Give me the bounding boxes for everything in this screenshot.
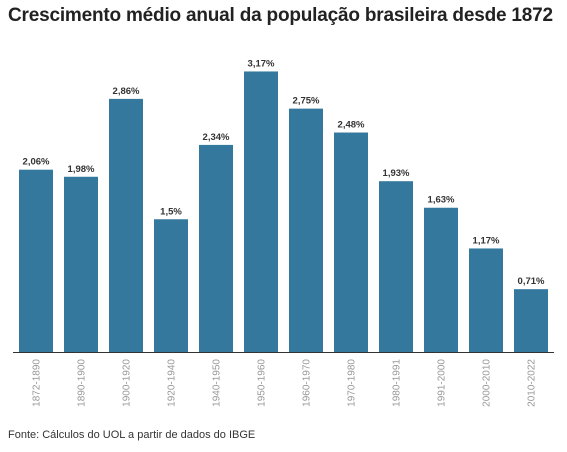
data-label: 1,93% xyxy=(383,168,410,179)
bar-1991-2000 xyxy=(424,207,458,352)
bar-1980-1991 xyxy=(379,181,413,352)
bar-1940-1950 xyxy=(199,144,233,352)
bar-2010-2022 xyxy=(514,289,548,352)
data-label: 1,98% xyxy=(68,164,95,175)
x-tick-label: 1970-1980 xyxy=(347,359,358,407)
data-label: 2,75% xyxy=(293,96,320,107)
bar-1970-1980 xyxy=(334,132,368,352)
bar-1950-1960 xyxy=(244,71,278,352)
bar-2000-2010 xyxy=(469,248,503,352)
x-tick-label: 1872-1890 xyxy=(32,359,43,407)
x-tick-label: 2010-2022 xyxy=(527,359,538,407)
data-label: 3,17% xyxy=(248,58,275,69)
bar-1900-1920 xyxy=(109,98,143,352)
data-label: 2,34% xyxy=(203,132,230,143)
bar-1872-1890 xyxy=(19,169,53,352)
data-label: 1,5% xyxy=(160,206,182,217)
x-tick-label: 1960-1970 xyxy=(302,359,313,407)
bar-1890-1900 xyxy=(64,176,98,352)
source-note: Fonte: Cálculos do UOL a partir de dados… xyxy=(8,429,256,441)
data-label: 2,06% xyxy=(23,157,50,168)
data-label: 1,17% xyxy=(473,235,500,246)
x-tick-label: 1950-1960 xyxy=(257,359,268,407)
x-tick-label: 1890-1900 xyxy=(77,359,88,407)
x-tick-label: 1980-1991 xyxy=(392,359,403,407)
bar-1960-1970 xyxy=(289,108,323,352)
x-tick-label: 1991-2000 xyxy=(437,359,448,407)
x-tick-label: 2000-2010 xyxy=(482,359,493,407)
x-tick-label: 1920-1940 xyxy=(167,359,178,407)
x-tick-label: 1900-1920 xyxy=(122,359,133,407)
bar-1920-1940 xyxy=(154,219,188,352)
x-tick-label: 1940-1950 xyxy=(212,359,223,407)
data-label: 2,86% xyxy=(113,86,140,97)
data-label: 2,48% xyxy=(338,120,365,131)
chart-title: Crescimento médio anual da população bra… xyxy=(8,5,553,26)
data-label: 0,71% xyxy=(518,276,545,287)
data-label: 1,63% xyxy=(428,195,455,206)
